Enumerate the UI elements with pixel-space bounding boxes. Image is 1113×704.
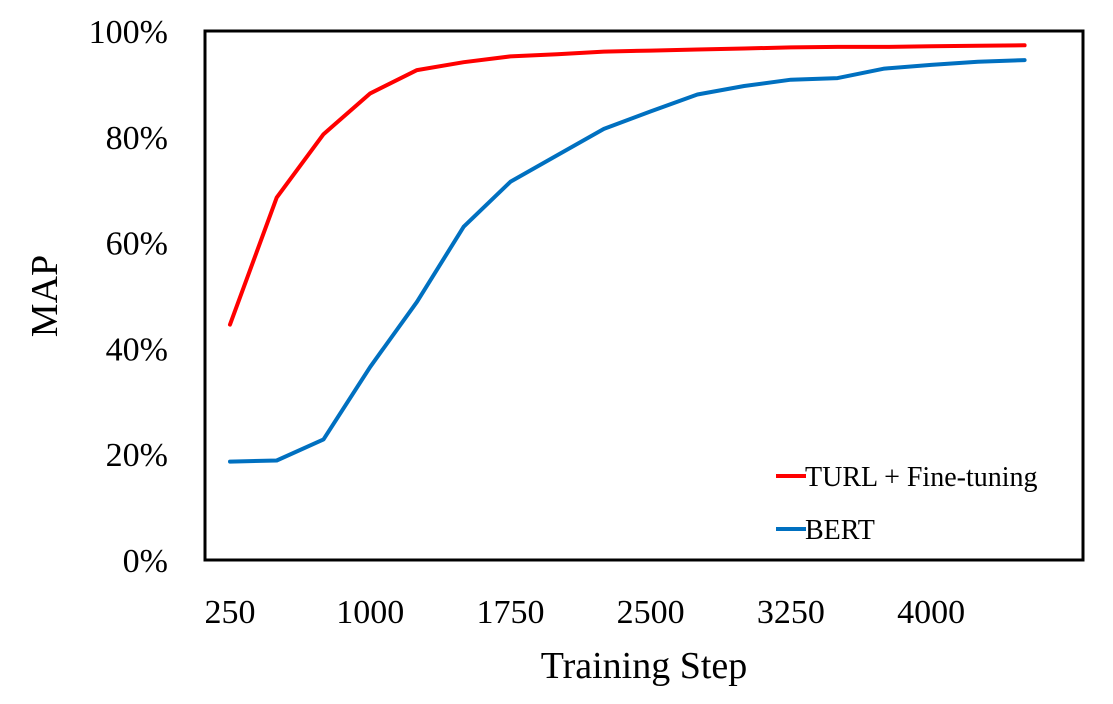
y-tick-label: 0%	[123, 543, 168, 580]
y-tick-label: 100%	[89, 14, 168, 51]
y-tick-label: 40%	[106, 331, 168, 368]
plot-area-frame	[203, 29, 1085, 562]
x-axis-tick-labels: 250 1000 1750 2500 3250 4000	[205, 594, 966, 631]
x-tick-label: 1000	[336, 594, 404, 631]
legend-label-bert: BERT	[805, 515, 875, 546]
y-tick-label: 60%	[106, 226, 168, 263]
series-lines	[228, 43, 1027, 464]
x-tick-label: 2500	[617, 594, 685, 631]
y-axis-tick-labels: 0% 20% 40% 60% 80% 100%	[89, 14, 168, 580]
y-tick-label: 20%	[106, 437, 168, 474]
x-axis-title: Training Step	[541, 645, 748, 687]
series-line-bert	[228, 58, 1027, 464]
x-tick-label: 250	[205, 594, 256, 631]
x-tick-label: 1750	[476, 594, 544, 631]
y-tick-label: 80%	[106, 120, 168, 157]
legend: TURL + Fine-tuning BERT	[776, 462, 1038, 546]
legend-label-turl: TURL + Fine-tuning	[805, 462, 1038, 493]
x-tick-label: 4000	[897, 594, 965, 631]
y-axis-title: MAP	[24, 255, 66, 337]
x-tick-label: 3250	[757, 594, 825, 631]
series-line-turl-fine-tuning	[228, 43, 1027, 327]
